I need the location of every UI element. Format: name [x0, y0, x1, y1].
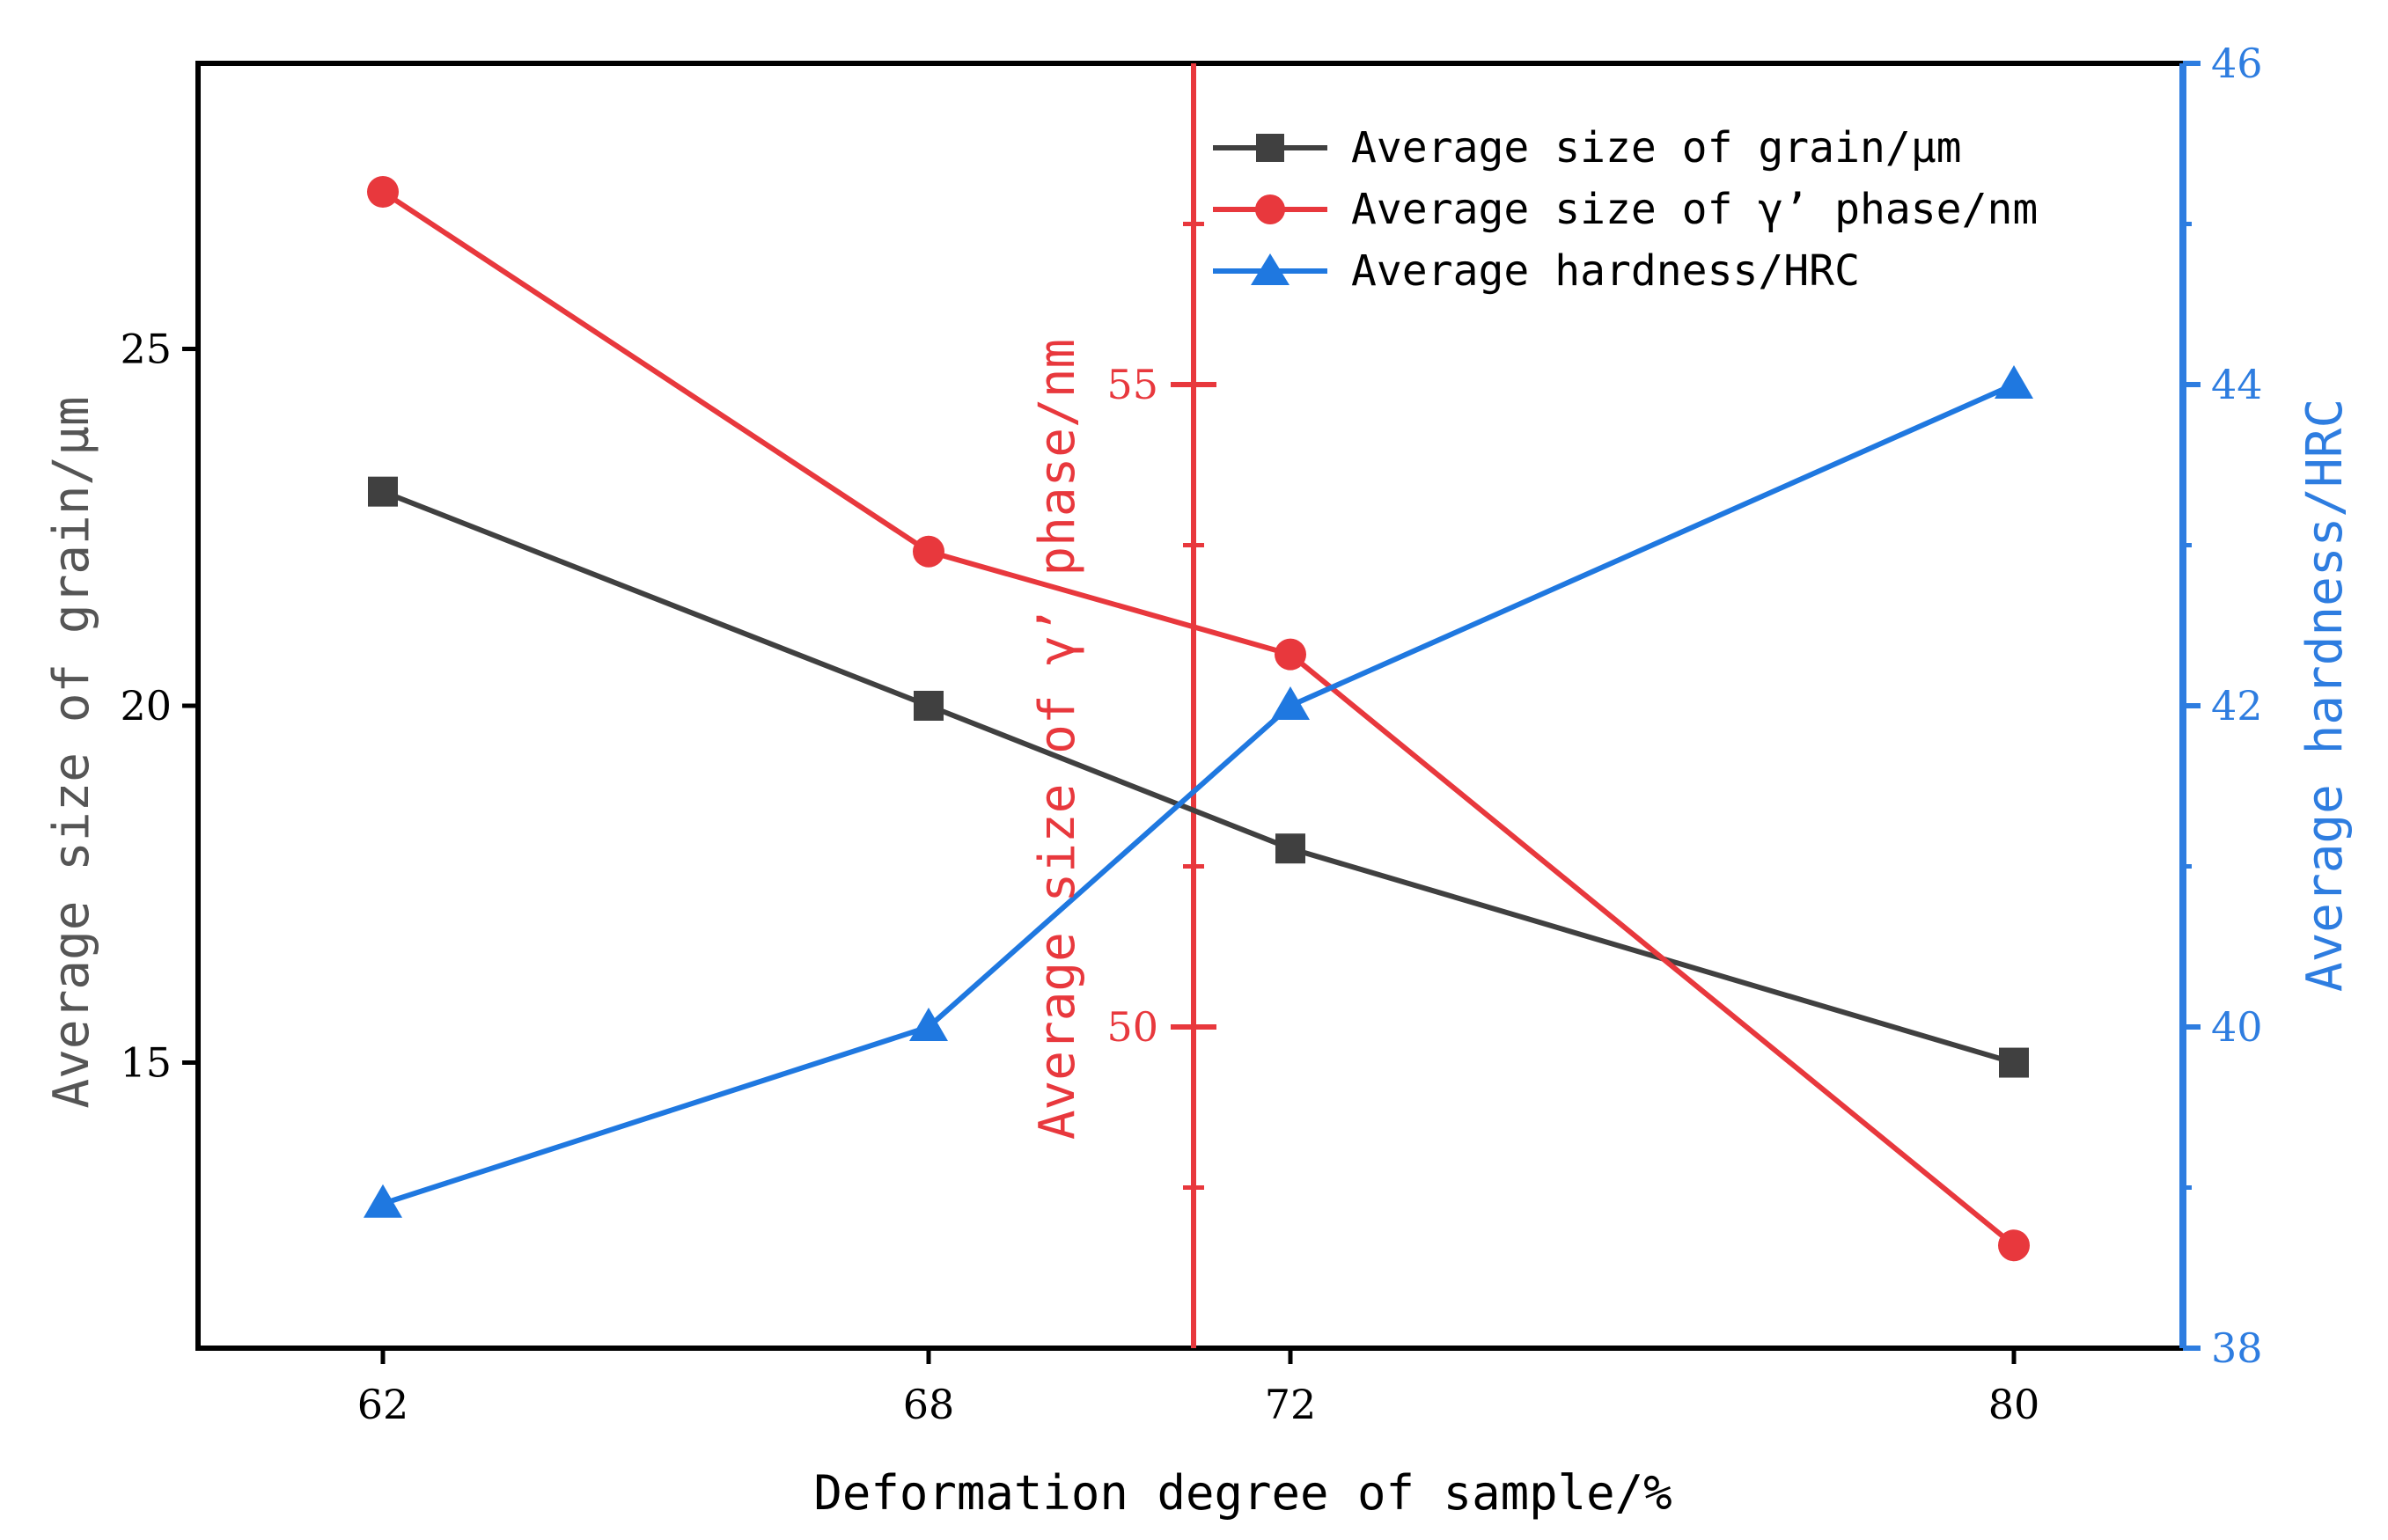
mid-tick-label-50: 50	[1106, 1003, 1158, 1051]
x-tick-label-68: 68	[903, 1381, 955, 1428]
right-tick-label-46: 46	[2211, 40, 2263, 87]
legend-marker-gamma	[1255, 194, 1285, 224]
mid-axis-title: Average size of γ’ phase/nm	[1029, 339, 1086, 1140]
left-tick-label-25: 25	[120, 325, 172, 372]
right-tick-label-42: 42	[2211, 682, 2263, 730]
series-0-point-68	[914, 691, 944, 721]
series-line-0	[381, 488, 2015, 1066]
right-tick-label-38: 38	[2211, 1324, 2263, 1372]
series-2-point-62	[364, 1184, 402, 1218]
series-0-point-80	[1999, 1047, 2029, 1078]
series-line-1	[381, 189, 2016, 1248]
series-line-2	[382, 382, 2016, 1206]
series-2-point-72	[1271, 686, 1310, 720]
legend-marker-grain	[1256, 134, 1284, 162]
left-tick-label-20: 20	[120, 682, 172, 730]
legend-label-hardness: Average hardness/HRC	[1351, 246, 1860, 296]
series-1-point-68	[913, 535, 944, 568]
legend-label-grain: Average size of grain/μm	[1351, 123, 1962, 172]
left-axis-title: Average size of grain/μm	[43, 396, 100, 1108]
x-axis-title: Deformation degree of sample/%	[813, 1465, 1672, 1521]
series-1-point-80	[1998, 1229, 2030, 1262]
series-0-point-62	[368, 476, 398, 507]
right-tick-label-40: 40	[2211, 1003, 2263, 1051]
series-1-point-62	[367, 176, 399, 208]
left-tick-label-15: 15	[120, 1039, 172, 1087]
x-tick-label-72: 72	[1265, 1381, 1317, 1428]
legend-label-gamma: Average size of γ’ phase/nm	[1351, 185, 2038, 234]
right-axis-title: Average hardness/HRC	[2296, 399, 2354, 992]
legend: Average size of grain/μm Average size of…	[1213, 123, 2038, 296]
series-0-point-72	[1275, 833, 1305, 864]
right-tick-label-44: 44	[2211, 361, 2263, 408]
x-tick-label-80: 80	[1988, 1381, 2040, 1428]
series-2-point-80	[1995, 365, 2033, 399]
series-2-point-68	[909, 1008, 948, 1041]
series-1-point-72	[1275, 638, 1306, 671]
x-tick-label-62: 62	[357, 1381, 409, 1428]
mid-tick-label-55: 55	[1106, 361, 1158, 408]
plot-frame	[195, 61, 2186, 1351]
legend-marker-hardness	[1251, 253, 1290, 285]
